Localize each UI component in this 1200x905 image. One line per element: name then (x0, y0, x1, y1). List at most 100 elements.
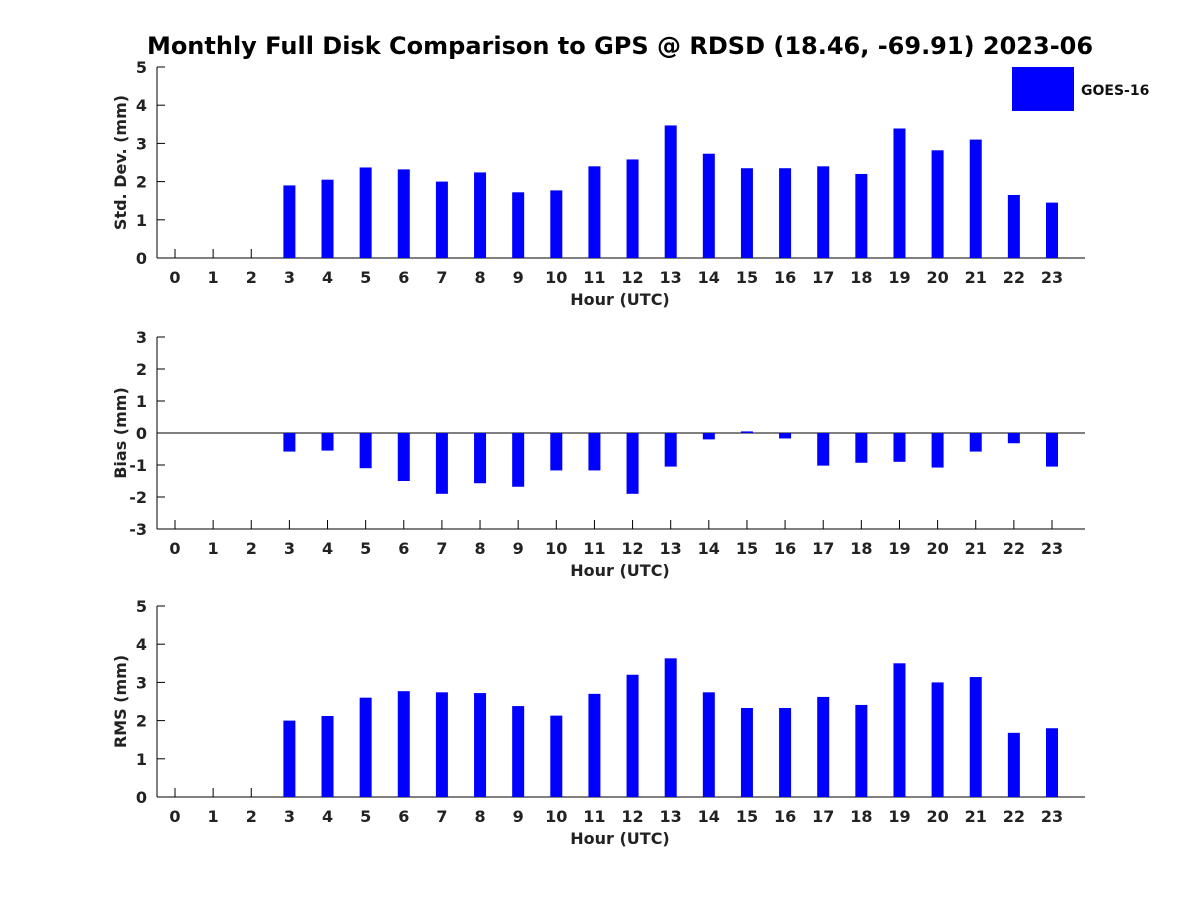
x-tick-label: 19 (888, 539, 910, 558)
legend-label: GOES-16 (1081, 83, 1149, 99)
y-tick-label: 5 (136, 58, 147, 77)
y-tick-label: 1 (136, 750, 147, 769)
bar-hour-12 (626, 674, 639, 797)
bar-hour-20 (931, 433, 944, 468)
y-tick-label: 0 (136, 424, 147, 443)
x-tick-label: 1 (208, 539, 219, 558)
bar-hour-21 (969, 677, 982, 797)
x-tick-label: 4 (322, 268, 333, 287)
x-tick-label: 12 (621, 268, 643, 287)
x-tick-label: 8 (474, 268, 485, 287)
y-tick-label: 4 (136, 635, 147, 654)
x-tick-label: 22 (1003, 539, 1025, 558)
bar-hour-6 (397, 433, 410, 481)
x-axis-label: Hour (UTC) (570, 290, 670, 309)
bar-hour-13 (664, 658, 677, 797)
bar-hour-16 (779, 168, 792, 258)
x-tick-label: 7 (436, 807, 447, 826)
x-tick-label: 3 (284, 268, 295, 287)
legend-swatch (1012, 67, 1074, 111)
bar-hour-3 (283, 185, 296, 258)
bar-hour-8 (474, 433, 487, 484)
bar-hour-16 (779, 433, 792, 439)
bar-hour-18 (855, 433, 868, 463)
bar-hour-21 (969, 433, 982, 452)
legend: GOES-16 (1012, 67, 1149, 111)
x-tick-label: 16 (774, 807, 796, 826)
x-tick-label: 10 (545, 539, 567, 558)
x-tick-label: 17 (812, 268, 834, 287)
x-tick-label: 15 (736, 807, 758, 826)
x-tick-label: 4 (322, 807, 333, 826)
x-tick-label: 9 (513, 539, 524, 558)
x-tick-label: 13 (660, 268, 682, 287)
y-tick-label: 3 (136, 328, 147, 347)
x-tick-label: 2 (246, 268, 257, 287)
x-tick-label: 5 (360, 807, 371, 826)
x-tick-label: 18 (850, 268, 872, 287)
x-tick-label: 2 (246, 539, 257, 558)
bar-hour-20 (931, 682, 944, 797)
x-tick-label: 3 (284, 539, 295, 558)
x-tick-label: 11 (583, 539, 605, 558)
x-tick-label: 18 (850, 807, 872, 826)
y-tick-label: 0 (136, 249, 147, 268)
bar-hour-13 (664, 125, 677, 258)
bar-hour-15 (740, 431, 753, 433)
x-tick-label: 5 (360, 539, 371, 558)
bar-hour-12 (626, 159, 639, 258)
bar-hour-5 (359, 697, 372, 797)
bar-hour-11 (588, 693, 601, 797)
bar-hour-4 (321, 716, 334, 797)
x-tick-label: 23 (1041, 539, 1063, 558)
bar-hour-17 (817, 433, 830, 466)
x-tick-label: 15 (736, 539, 758, 558)
bar-hour-22 (1007, 433, 1020, 444)
bar-hour-11 (588, 433, 601, 471)
x-tick-label: 6 (398, 268, 409, 287)
x-tick-label: 23 (1041, 268, 1063, 287)
y-tick-label: 1 (136, 392, 147, 411)
x-tick-label: 8 (474, 539, 485, 558)
x-tick-label: 17 (812, 807, 834, 826)
x-tick-label: 22 (1003, 268, 1025, 287)
x-tick-label: 21 (965, 268, 987, 287)
bar-hour-3 (283, 433, 296, 452)
x-tick-label: 16 (774, 268, 796, 287)
x-tick-label: 20 (926, 268, 948, 287)
bar-hour-4 (321, 433, 334, 451)
bar-hour-6 (397, 691, 410, 797)
x-tick-label: 23 (1041, 807, 1063, 826)
bar-hour-17 (817, 166, 830, 258)
x-tick-label: 17 (812, 539, 834, 558)
bar-hour-14 (702, 153, 715, 258)
bar-hour-23 (1045, 728, 1058, 797)
x-tick-label: 7 (436, 268, 447, 287)
x-tick-label: 11 (583, 807, 605, 826)
x-tick-label: 12 (621, 539, 643, 558)
bar-hour-3 (283, 720, 296, 797)
bar-hour-10 (550, 715, 563, 797)
y-tick-label: -1 (129, 456, 147, 475)
y-tick-label: -3 (129, 520, 147, 539)
bar-hour-7 (435, 181, 448, 258)
bar-hour-5 (359, 433, 372, 469)
bar-hour-15 (740, 707, 753, 797)
bar-hour-20 (931, 150, 944, 258)
x-tick-label: 21 (965, 807, 987, 826)
bar-hour-13 (664, 433, 677, 467)
y-tick-label: 2 (136, 360, 147, 379)
y-tick-label: 5 (136, 597, 147, 616)
bar-hour-22 (1007, 732, 1020, 797)
x-tick-label: 20 (926, 539, 948, 558)
x-tick-label: 8 (474, 807, 485, 826)
x-tick-label: 22 (1003, 807, 1025, 826)
x-tick-label: 14 (698, 268, 720, 287)
x-tick-label: 10 (545, 807, 567, 826)
x-tick-label: 14 (698, 807, 720, 826)
x-tick-label: 1 (208, 268, 219, 287)
